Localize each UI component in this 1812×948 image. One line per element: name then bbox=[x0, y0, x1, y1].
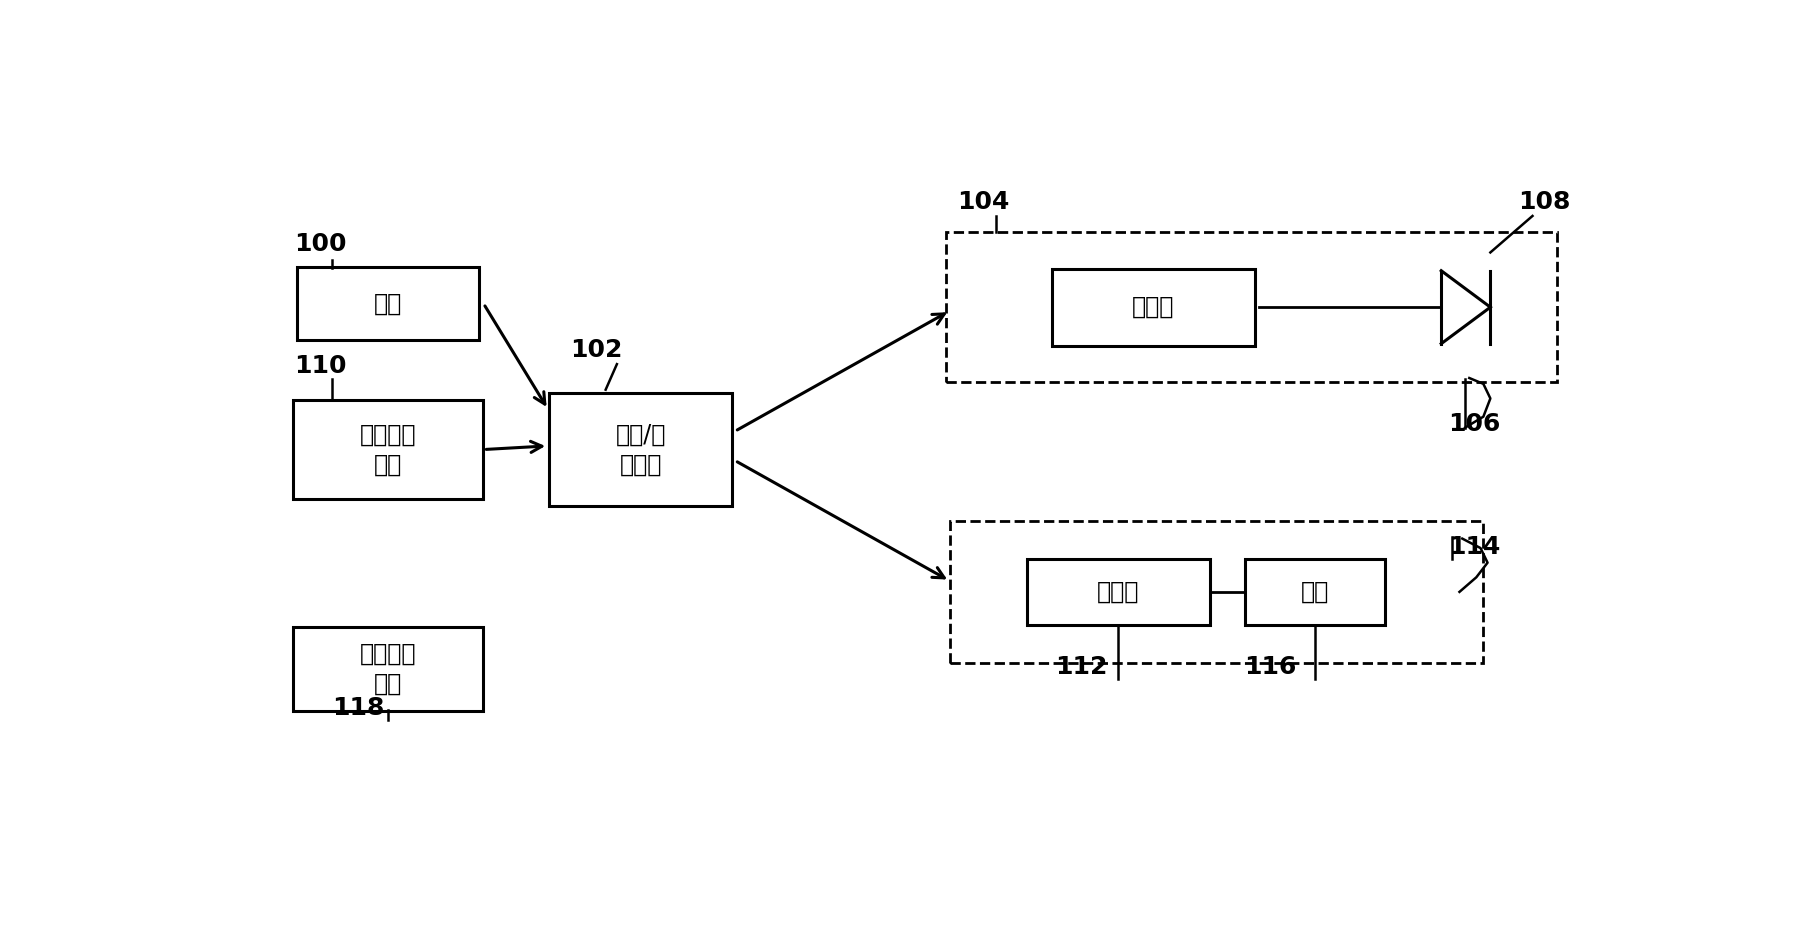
Bar bbox=[1027, 559, 1210, 625]
Text: 106: 106 bbox=[1448, 412, 1500, 436]
Text: 110: 110 bbox=[294, 354, 346, 378]
Text: 114: 114 bbox=[1448, 535, 1500, 559]
Text: 光源: 光源 bbox=[373, 292, 402, 316]
Text: 透镜组: 透镜组 bbox=[1132, 295, 1174, 319]
Text: 104: 104 bbox=[957, 191, 1009, 214]
Bar bbox=[946, 232, 1557, 382]
Bar bbox=[1245, 559, 1384, 625]
Text: 基质: 基质 bbox=[1301, 580, 1328, 604]
Text: 透镜组: 透镜组 bbox=[1096, 580, 1140, 604]
Text: 108: 108 bbox=[1518, 191, 1571, 214]
Bar bbox=[549, 393, 732, 506]
Bar bbox=[294, 627, 482, 710]
Text: 光电探测
部件: 光电探测 部件 bbox=[361, 423, 417, 477]
Bar bbox=[297, 267, 478, 340]
Text: 显示处理
单元: 显示处理 单元 bbox=[361, 642, 417, 696]
Bar bbox=[294, 400, 482, 499]
Text: 116: 116 bbox=[1245, 655, 1297, 680]
Bar bbox=[1051, 269, 1256, 345]
Text: 112: 112 bbox=[1055, 655, 1107, 680]
Text: 100: 100 bbox=[294, 232, 346, 256]
Text: 分光/耦
合部件: 分光/耦 合部件 bbox=[616, 423, 667, 477]
Bar bbox=[949, 520, 1484, 663]
Text: 118: 118 bbox=[332, 696, 384, 720]
Text: 102: 102 bbox=[571, 337, 623, 362]
